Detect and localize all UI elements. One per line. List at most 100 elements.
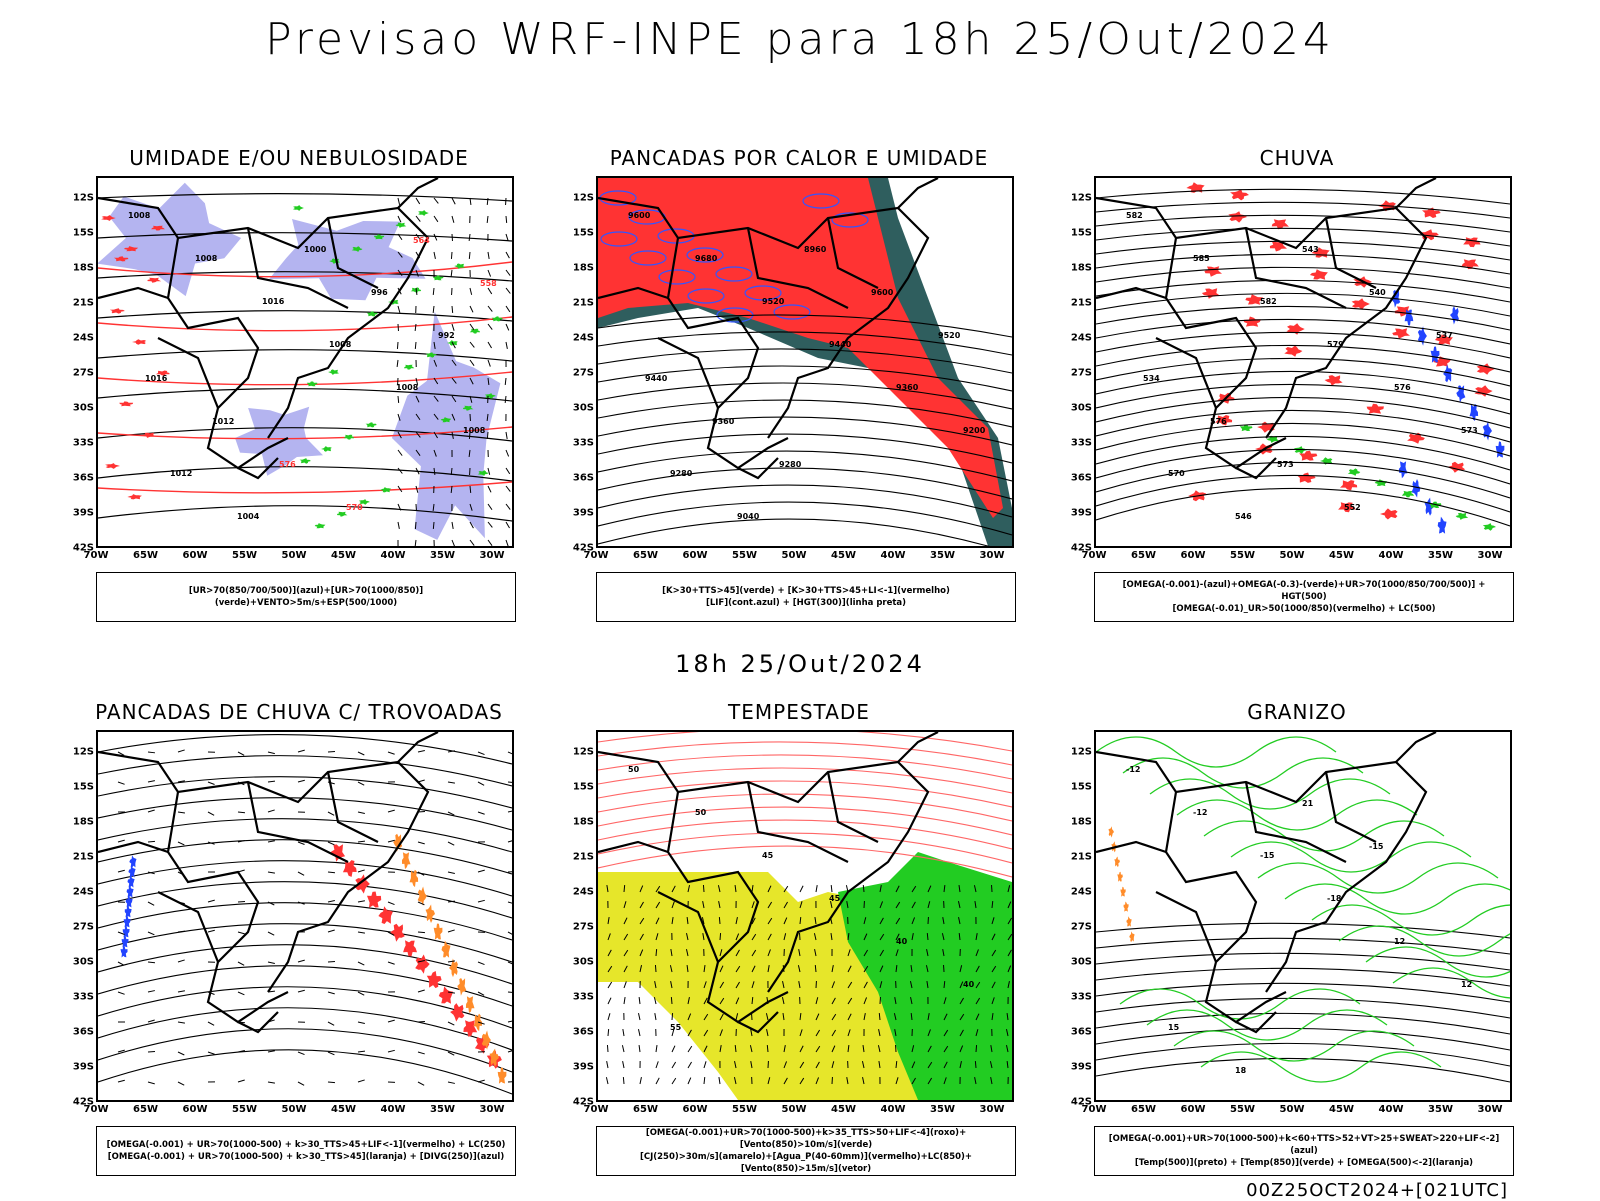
contour-label: 1016 <box>145 374 168 383</box>
wind-arrow <box>398 306 400 313</box>
omega500-area <box>1114 857 1120 868</box>
border-line <box>898 178 938 208</box>
streamline <box>98 840 512 874</box>
wind-arrow <box>238 752 244 755</box>
wind-arrow <box>328 930 335 932</box>
contour-label: -12 <box>1193 808 1207 817</box>
border-line <box>1096 842 1166 852</box>
hgt500-contour <box>1096 306 1510 330</box>
temp500-contour <box>1096 953 1510 970</box>
lat-tick-label: 39S <box>73 1062 94 1073</box>
contour-label: 9360 <box>896 383 919 392</box>
contour-label: 1008 <box>396 383 419 392</box>
wind-arrow <box>148 1051 155 1052</box>
wind-arrow <box>358 1051 365 1052</box>
wind-arrow <box>452 198 455 204</box>
contour-label: -15 <box>1260 851 1275 860</box>
border-line <box>328 772 378 842</box>
low-humidity-contour <box>307 382 318 387</box>
lat-tick-label: 24S <box>573 887 594 898</box>
wind-arrow <box>268 810 275 812</box>
temp850-contour <box>1285 884 1510 914</box>
legend-box: [OMEGA(-0.001)+UR>70(1000-500)+k>35_TTS>… <box>596 1126 1016 1176</box>
contour-label: 9440 <box>829 340 852 349</box>
wind-arrow <box>623 1029 624 1036</box>
contour-label: 582 <box>1260 297 1277 306</box>
wind-arrow <box>434 234 437 240</box>
omega-strong-area <box>1456 513 1469 520</box>
legend-line: [CJ(250)>30m/s](amarelo)+[Agua_P(40-60mm… <box>601 1151 1011 1175</box>
wind-arrow <box>488 306 492 312</box>
divergence-area <box>123 926 130 938</box>
wind-arrow <box>656 1061 658 1068</box>
streamline <box>98 735 512 764</box>
lat-tick-label: 24S <box>1071 887 1092 898</box>
border-line <box>658 338 718 408</box>
omega-area <box>1483 421 1492 440</box>
contour-label: 576 <box>1394 383 1411 392</box>
lat-tick-label: 33S <box>73 992 94 1003</box>
wind-arrow <box>800 886 803 892</box>
wind-arrow <box>975 1061 976 1068</box>
wind-arrow <box>508 752 512 755</box>
wind-arrow <box>208 900 215 902</box>
wind-arrow <box>863 885 864 892</box>
wind-arrow <box>434 216 438 222</box>
wind-arrow <box>418 1052 425 1054</box>
storm-orange-area <box>426 904 436 923</box>
hgt500-contour <box>1096 267 1510 288</box>
wind-arrow <box>178 750 185 752</box>
wind-arrow <box>397 342 398 349</box>
wind-arrow <box>506 234 508 241</box>
contour-label: 573 <box>1277 460 1294 469</box>
contour-label: 45 <box>829 894 841 903</box>
lon-tick-label: 40W <box>1379 550 1404 561</box>
wind-arrow <box>478 782 484 785</box>
wind-arrow <box>328 812 334 815</box>
wind-arrow <box>328 961 335 962</box>
wind-arrow <box>388 810 395 812</box>
low-humidity-contour <box>328 369 339 375</box>
wind-arrow <box>452 306 453 313</box>
lon-tick-label: 70W <box>584 1104 609 1115</box>
wind-arrow <box>672 1013 673 1020</box>
wind-arrow <box>879 1013 880 1020</box>
wind-arrow <box>398 198 400 205</box>
lat-tick-label: 36S <box>73 473 94 484</box>
wind-arrow <box>208 1022 214 1025</box>
wind-arrow <box>506 522 510 528</box>
wind-arrow <box>328 992 335 994</box>
low-humidity-contour <box>380 487 391 492</box>
wind-arrow <box>508 782 512 783</box>
wind-arrow <box>506 450 509 456</box>
storm-orange-area <box>466 996 475 1013</box>
map-svg <box>98 732 512 1100</box>
rain-area <box>1340 480 1357 490</box>
wind-arrow <box>487 432 488 439</box>
divergence-area <box>125 906 132 918</box>
wind-arrow <box>268 962 275 964</box>
low-humidity-contour <box>300 458 311 464</box>
wind-arrow <box>433 522 434 529</box>
legend-box: [K>30+TTS>45](verde) + [K>30+TTS>45+LI<-… <box>596 572 1016 622</box>
lon-tick-label: 55W <box>1230 550 1255 561</box>
contour-label: 585 <box>1193 254 1210 263</box>
wind-arrow <box>238 812 245 813</box>
rain-area <box>1367 404 1384 414</box>
lat-tick-label: 27S <box>1071 368 1092 379</box>
wind-arrow <box>358 962 364 965</box>
lat-tick-label: 18S <box>73 263 94 274</box>
low-humidity-contour <box>315 523 326 528</box>
contour-label: -15 <box>1369 842 1384 851</box>
storm-area <box>367 892 381 908</box>
low-humidity-contour <box>321 446 332 452</box>
wind-arrow <box>118 840 125 842</box>
lon-tick-label: 35W <box>930 1104 955 1115</box>
hgt300-contour <box>598 519 1012 546</box>
lat-tick-label: 30S <box>573 403 594 414</box>
contour-label: 12 <box>1394 937 1405 946</box>
contour-label: 8960 <box>804 245 827 254</box>
lon-tick-label: 35W <box>430 550 455 561</box>
